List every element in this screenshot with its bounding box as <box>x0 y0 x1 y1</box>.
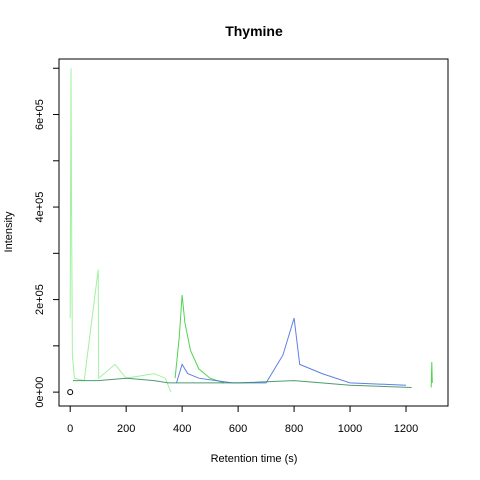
x-tick-label: 0 <box>67 423 73 435</box>
chart-title: Thymine <box>225 23 283 39</box>
y-axis: 0e+00 2e+05 4e+05 6e+05 <box>34 67 60 408</box>
y-tick-label: 2e+05 <box>34 284 46 315</box>
series-line-3 <box>176 317 407 386</box>
x-axis-label: Retention time (s) <box>211 453 298 465</box>
y-tick-label: 0e+00 <box>34 377 46 408</box>
origin-marker <box>67 389 74 396</box>
plot-frame <box>58 58 449 407</box>
x-tick-label: 1200 <box>394 423 418 435</box>
x-axis: 0 200 400 600 800 1000 1200 <box>67 405 418 435</box>
series-line-1 <box>69 68 172 393</box>
series-line-5 <box>430 361 433 388</box>
x-tick-label: 600 <box>229 423 247 435</box>
x-tick-label: 1000 <box>338 423 362 435</box>
data-layer <box>67 68 433 396</box>
series-line-4 <box>73 377 412 388</box>
x-tick-label: 200 <box>117 423 135 435</box>
series-line-2 <box>174 294 225 384</box>
y-tick-label: 6e+05 <box>34 99 46 130</box>
x-tick-label: 800 <box>285 423 303 435</box>
x-tick-label: 400 <box>173 423 191 435</box>
y-axis-label: Intensity <box>3 211 15 252</box>
y-tick-label: 4e+05 <box>34 192 46 223</box>
